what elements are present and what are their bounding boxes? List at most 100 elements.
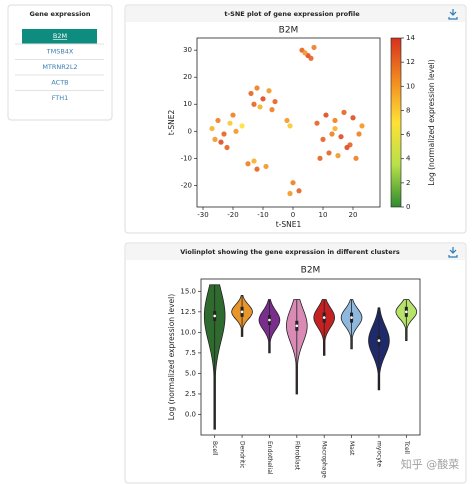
point bbox=[326, 150, 332, 156]
median bbox=[350, 316, 353, 319]
chart-title: B2M bbox=[279, 26, 299, 36]
point bbox=[248, 90, 254, 97]
x-tick-label: -30 bbox=[197, 211, 208, 219]
colorbar-tick-label: 14 bbox=[406, 34, 415, 42]
point bbox=[311, 44, 317, 51]
colorbar-tick-label: 10 bbox=[406, 82, 415, 90]
colorbar-tick-label: 6 bbox=[406, 131, 411, 139]
x-tick-label: Macrophage bbox=[321, 441, 328, 478]
point bbox=[344, 144, 350, 151]
violin-chart: B2M Bcell Dendritic Endothelial Fibroblast Ma… bbox=[167, 266, 421, 478]
colorbar-tick-label: 8 bbox=[406, 106, 410, 114]
panel-header: Violinplot showing the gene expression i… bbox=[180, 248, 400, 256]
download-icon[interactable] bbox=[448, 9, 458, 20]
point bbox=[338, 134, 344, 140]
point bbox=[329, 131, 335, 137]
point bbox=[287, 123, 293, 129]
point bbox=[269, 107, 275, 113]
gene-item[interactable]: ACTB bbox=[51, 79, 68, 87]
median bbox=[240, 310, 244, 314]
point bbox=[332, 125, 338, 132]
download-button[interactable] bbox=[448, 247, 458, 258]
point bbox=[254, 166, 260, 172]
chart-title: B2M bbox=[301, 266, 321, 276]
selected-item-bg bbox=[22, 29, 97, 44]
point bbox=[266, 88, 272, 94]
x-tick-label: -20 bbox=[227, 211, 238, 219]
point bbox=[341, 109, 347, 115]
point bbox=[317, 155, 323, 161]
y-tick-label: 2.5 bbox=[185, 390, 196, 398]
median bbox=[377, 339, 381, 342]
axes-frame bbox=[196, 37, 381, 208]
median bbox=[213, 314, 216, 318]
median bbox=[322, 316, 326, 319]
point bbox=[320, 136, 326, 142]
point bbox=[353, 155, 359, 161]
y-tick-label: -20 bbox=[181, 181, 192, 189]
point bbox=[257, 104, 263, 110]
panel-header-bg bbox=[126, 244, 465, 260]
point bbox=[302, 50, 308, 56]
y-tick-label: 0 bbox=[188, 127, 192, 135]
point bbox=[332, 117, 338, 124]
point bbox=[227, 120, 233, 126]
gene-item[interactable]: FTH1 bbox=[52, 94, 69, 102]
colorbar-tick-label: 4 bbox=[406, 155, 411, 163]
x-tick-label: -10 bbox=[257, 211, 268, 219]
point bbox=[263, 163, 269, 170]
point bbox=[224, 144, 230, 151]
median bbox=[295, 324, 299, 328]
gene-item[interactable]: B2M bbox=[53, 32, 67, 40]
colorbar bbox=[390, 37, 402, 208]
panel-header: t-SNE plot of gene expression profile bbox=[224, 10, 360, 18]
watermark: 知乎 @酸菜 bbox=[401, 457, 460, 471]
point bbox=[350, 115, 356, 121]
median bbox=[268, 318, 271, 322]
point bbox=[212, 136, 218, 142]
gene-list: B2M TMSB4X MTRNR2L2 ACTB FTH1 bbox=[15, 29, 104, 102]
download-button[interactable] bbox=[448, 9, 458, 20]
x-tick-label: Dendritic bbox=[239, 441, 246, 468]
colorbar-tick-label: 12 bbox=[406, 58, 415, 66]
y-tick-label: 10.0 bbox=[180, 328, 196, 336]
sidebar-title: Gene expression bbox=[30, 10, 91, 18]
point bbox=[359, 123, 365, 129]
y-tick-label: 15.0 bbox=[180, 287, 196, 295]
point bbox=[245, 161, 251, 167]
point bbox=[215, 117, 221, 124]
point bbox=[260, 96, 266, 102]
point bbox=[254, 85, 260, 91]
x-axis-label: t-SNE1 bbox=[276, 220, 302, 229]
gene-item[interactable]: TMSB4X bbox=[46, 48, 74, 56]
y-axis-label: t-SNE2 bbox=[167, 110, 176, 136]
colorbar-label: Log (normalized expression level) bbox=[427, 59, 436, 185]
point bbox=[290, 180, 296, 186]
y-tick-label: 10 bbox=[183, 100, 192, 108]
point bbox=[251, 101, 257, 107]
x-tick-label: Mast bbox=[348, 441, 355, 456]
point bbox=[323, 112, 329, 118]
x-tick-label: myocyte bbox=[375, 441, 382, 467]
y-tick-label: 0.0 bbox=[185, 410, 196, 418]
point bbox=[296, 188, 302, 194]
point bbox=[209, 125, 215, 132]
y-tick-label: 7.5 bbox=[185, 349, 196, 357]
point bbox=[221, 131, 227, 137]
axes-frame bbox=[200, 278, 421, 436]
download-icon[interactable] bbox=[448, 247, 458, 258]
median bbox=[405, 310, 408, 314]
point bbox=[335, 153, 341, 159]
point bbox=[272, 98, 278, 105]
point bbox=[356, 131, 362, 137]
point bbox=[308, 55, 314, 61]
y-tick-label: 20 bbox=[183, 73, 192, 81]
tsne-panel bbox=[124, 4, 467, 234]
point bbox=[218, 139, 224, 145]
point bbox=[287, 190, 293, 197]
gene-item[interactable]: MTRNR2L2 bbox=[42, 63, 77, 71]
point bbox=[251, 158, 257, 164]
y-tick-label: 5.0 bbox=[185, 369, 196, 377]
x-tick-label: 20 bbox=[349, 211, 358, 219]
